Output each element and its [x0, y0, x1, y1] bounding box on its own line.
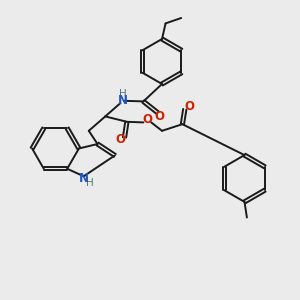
- Text: N: N: [117, 94, 128, 107]
- Text: N: N: [79, 172, 89, 184]
- Text: O: O: [154, 110, 164, 123]
- Text: H: H: [86, 178, 94, 188]
- Text: O: O: [115, 133, 125, 146]
- Text: H: H: [118, 89, 126, 99]
- Text: O: O: [142, 113, 152, 126]
- Text: O: O: [184, 100, 194, 113]
